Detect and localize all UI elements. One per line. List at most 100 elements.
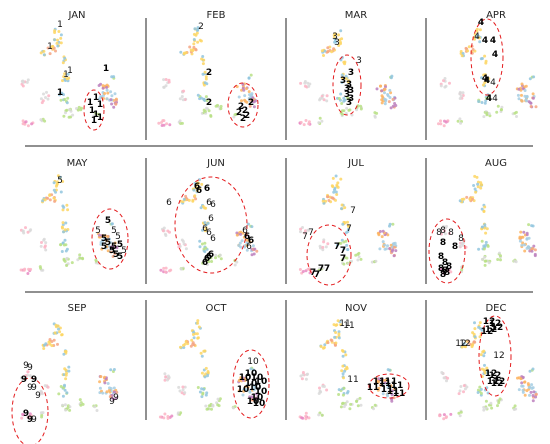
month-label-jan: 1 [63,70,69,80]
background-point [340,102,344,105]
month-label-jun: 6 [202,224,208,234]
background-point [356,258,360,262]
background-point [343,62,347,66]
background-point [26,415,30,419]
background-point [56,342,59,346]
month-label-nov: 11 [379,379,392,389]
panel-title-nov: NOV [345,303,367,314]
month-label-nov: 11 [385,377,398,387]
background-point [246,242,250,246]
month-label-apr: 4 [478,18,484,28]
month-label-sep: 9 [27,383,33,393]
background-point [498,251,501,255]
month-label-aug: 8 [438,252,444,262]
background-point [46,46,50,50]
background-point [182,89,186,93]
background-point [480,257,484,261]
background-point [180,95,184,98]
month-label-jul: 7 [346,224,352,234]
background-point [196,386,200,389]
month-label-jun: 6 [166,198,172,208]
background-point [317,413,321,417]
background-point [530,247,534,251]
background-point [202,387,206,391]
background-point [63,350,67,353]
background-point [520,384,524,388]
background-point [63,259,67,263]
background-point [387,100,391,104]
month-label-may: 5 [121,246,127,256]
background-point [203,206,206,210]
month-label-nov: 11 [373,377,386,387]
month-label-aug: 8 [442,266,448,276]
background-point [478,40,482,44]
background-point [61,61,65,65]
background-point [342,247,346,251]
background-point [442,124,446,128]
background-point [162,85,166,89]
background-point [486,370,490,374]
month-label-jan: 1 [57,88,63,98]
background-point [304,377,308,381]
month-label-sep: 9 [31,415,37,425]
background-point [317,392,321,395]
month-label-may: 5 [95,226,101,236]
month-label-oct: 10 [253,399,266,409]
month-label-sep: 9 [31,375,37,385]
background-point [177,385,181,389]
background-point [97,84,101,87]
background-point [206,407,210,411]
month-label-may: 5 [101,242,107,252]
background-point [78,253,82,257]
background-point [484,61,488,65]
background-point [531,96,535,100]
background-point [235,260,239,264]
background-point [196,93,200,97]
background-point [485,96,489,100]
background-point [337,336,341,340]
background-point [478,385,482,389]
month-label-dec: 12 [485,325,498,335]
background-point [246,385,250,389]
month-label-sep: 9 [109,397,115,407]
background-point [24,374,28,378]
month-label-jun: 6 [246,242,252,252]
background-point [255,249,259,253]
background-point [320,413,324,417]
background-point [334,174,338,178]
background-point [26,370,30,374]
background-point [383,381,387,385]
background-point [515,115,518,118]
background-point [195,332,199,336]
background-point [99,242,103,246]
background-point [59,243,63,247]
month-label-mar: 3 [344,90,350,100]
background-point [66,72,70,76]
background-point [304,119,308,122]
background-point [465,385,469,389]
background-point [532,244,536,248]
background-point [205,99,209,103]
background-point [177,245,181,249]
background-point [58,330,62,334]
background-point [339,241,343,245]
month-label-sep: 9 [27,415,33,425]
background-point [251,96,255,100]
background-point [332,47,336,51]
background-point [448,81,451,85]
background-point [527,223,531,227]
background-point [473,174,477,178]
background-point [497,399,501,403]
background-point [115,390,119,394]
background-cluster-dec [438,321,538,421]
background-point [178,97,182,101]
background-point [245,248,249,252]
month-label-jul: 7 [334,242,340,252]
background-point [39,411,43,415]
background-point [468,342,472,346]
month-label-aug: 8 [436,228,442,238]
background-point [61,208,65,212]
background-point [389,76,393,80]
background-point [110,102,114,106]
grid-dividers [25,18,533,420]
